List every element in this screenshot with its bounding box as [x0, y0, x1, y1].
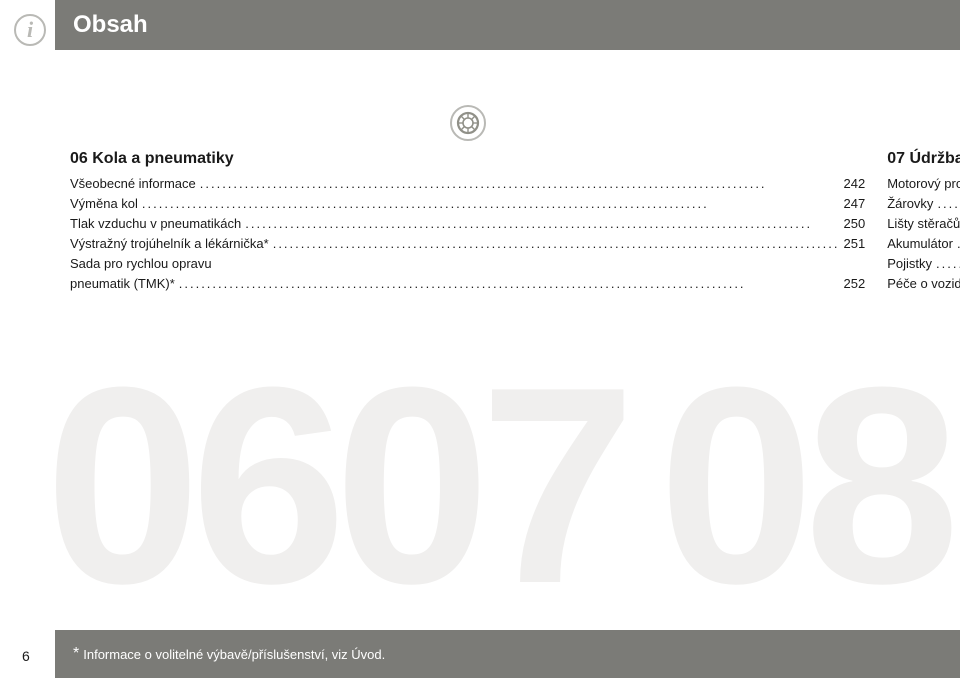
footer-star: *	[73, 645, 79, 663]
toc-label: Lišty stěračů a kapalina ostřikovačů	[887, 214, 960, 234]
tire-icon	[450, 105, 486, 141]
toc-column: 06 Kola a pneumatiky Všeobecné informace 2…	[70, 150, 865, 374]
page-title: Obsah	[73, 11, 148, 39]
info-icon: i	[14, 14, 46, 46]
toc-row: Lišty stěračů a kapalina ostřikovačů271	[887, 214, 960, 234]
toc-row: Tlak vzduchu v pneumatikách 250	[70, 214, 865, 234]
toc-row: Akumulátor273	[887, 234, 960, 254]
toc-label: Všeobecné informace	[70, 174, 196, 194]
toc-label: Výměna kol	[70, 194, 138, 214]
toc-row: Motorový prostor258	[887, 174, 960, 194]
toc-label: Tlak vzduchu v pneumatikách	[70, 214, 241, 234]
header-bar: Obsah	[55, 0, 960, 50]
toc-label: Motorový prostor	[887, 174, 960, 194]
toc-dots	[241, 214, 843, 234]
footer-text: Informace o volitelné výbavě/příslušenst…	[83, 647, 385, 662]
toc-row: Výměna kol 247	[70, 194, 865, 214]
toc-row: Péče o vozidlo284	[887, 274, 960, 294]
toc-label: Výstražný trojúhelník a lékárnička*	[70, 234, 269, 254]
page-number: 6	[22, 648, 30, 664]
column-heading: 07 Údržba a servis	[887, 150, 960, 168]
toc-label: Sada pro rychlou opravu	[70, 254, 212, 274]
toc-row: Žárovky265	[887, 194, 960, 214]
toc-page: 242	[844, 174, 866, 194]
toc-dots	[953, 234, 960, 254]
toc-label: Péče o vozidlo	[887, 274, 960, 294]
toc-columns: 06 Kola a pneumatiky Všeobecné informace 2…	[70, 150, 932, 374]
toc-row: pneumatik (TMK)* 252	[70, 274, 865, 294]
toc-dots	[269, 234, 844, 254]
toc-page: 251	[844, 234, 866, 254]
bg-number-07: 07	[334, 346, 625, 626]
toc-row: Všeobecné informace 242	[70, 174, 865, 194]
toc-row: Výstražný trojúhelník a lékárnička* 251	[70, 234, 865, 254]
toc-label: Pojistky	[887, 254, 932, 274]
toc-row: Sada pro rychlou opravu	[70, 254, 865, 274]
toc-page: 247	[844, 194, 866, 214]
toc-label: Žárovky	[887, 194, 933, 214]
toc-dots	[932, 254, 960, 274]
toc-label: pneumatik (TMK)*	[70, 274, 175, 294]
toc-dots	[196, 174, 844, 194]
toc-label: Akumulátor	[887, 234, 953, 254]
column-heading: 06 Kola a pneumatiky	[70, 150, 865, 168]
toc-column: 07 Údržba a servis Motorový prostor258Žár…	[887, 150, 960, 374]
footer-bar: * Informace o volitelné výbavě/příslušen…	[55, 630, 960, 678]
toc-dots	[933, 194, 960, 214]
toc-page: 252	[844, 274, 866, 294]
toc-dots	[138, 194, 844, 214]
toc-dots	[175, 274, 844, 294]
toc-page: 250	[844, 214, 866, 234]
bg-number-06: 06	[45, 346, 336, 626]
bg-number-08: 08	[659, 346, 950, 626]
toc-row: Pojistky276	[887, 254, 960, 274]
